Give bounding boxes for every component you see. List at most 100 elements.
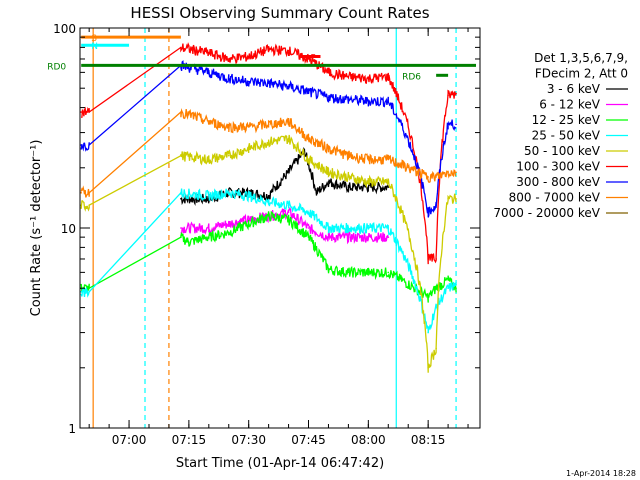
series-6-point-5 <box>247 80 250 83</box>
series-4 <box>80 134 457 373</box>
series-line-1 <box>180 207 389 245</box>
series-3-point-10 <box>347 227 350 229</box>
series-line-4 <box>80 134 457 373</box>
x-tick-label-5: 08:15 <box>411 433 446 447</box>
series-5-point-7 <box>287 49 290 52</box>
series-5-point-0 <box>80 111 82 113</box>
series-7-point-1 <box>88 191 90 194</box>
series-1-point-1 <box>208 227 210 229</box>
series-4-point-2 <box>180 154 182 157</box>
series-2 <box>80 210 457 303</box>
series-0-point-9 <box>347 186 350 188</box>
series-1-point-10 <box>387 236 390 238</box>
legend-label-3: 25 - 50 keV <box>532 129 601 143</box>
x-axis-label: Start Time (01-Apr-14 06:47:42) <box>176 456 384 471</box>
series-4-point-9 <box>327 171 330 174</box>
series-7-point-14 <box>435 176 437 178</box>
legend-label-2: 12 - 25 keV <box>532 113 601 127</box>
legend-header-1: FDecim 2, Att 0 <box>535 67 628 81</box>
series-5-point-9 <box>327 71 330 74</box>
series-4-point-11 <box>367 181 370 183</box>
series-2-point-2 <box>180 236 182 238</box>
axes: 07:00 07:15 07:30 07:45 08:00 08:15 1 10 100 <box>53 22 481 447</box>
series-1-point-0 <box>180 227 182 229</box>
series-0-point-5 <box>287 171 290 174</box>
y-tick-label-2: 100 <box>53 22 76 36</box>
series-6-point-10 <box>347 98 350 101</box>
series-6-point-6 <box>267 82 270 84</box>
series-line-2 <box>80 210 457 303</box>
legend-label-7: 800 - 7000 keV <box>509 191 601 205</box>
series-4-point-8 <box>307 158 310 161</box>
x-tick-label-2: 07:30 <box>231 433 266 447</box>
series-5-point-6 <box>267 48 270 51</box>
series-0-point-7 <box>315 191 318 194</box>
legend-label-6: 300 - 800 keV <box>516 175 600 189</box>
series-5-point-10 <box>347 76 350 78</box>
x-tick-label-3: 07:45 <box>291 433 326 447</box>
series-3-point-5 <box>247 194 250 197</box>
series-3-point-4 <box>227 191 230 194</box>
series-3-point-15 <box>447 287 449 290</box>
x-tick-label-4: 08:00 <box>351 433 386 447</box>
series-7-point-12 <box>387 158 390 161</box>
series-3 <box>80 188 457 334</box>
series-2-point-13 <box>387 271 390 274</box>
series-3-point-16 <box>455 283 457 286</box>
series-4-point-13 <box>427 366 429 369</box>
series-3-point-8 <box>307 211 310 213</box>
x-tick-label-0: 07:00 <box>112 433 147 447</box>
series-4-point-5 <box>247 147 250 150</box>
series-1-point-2 <box>227 222 230 225</box>
series-6 <box>80 60 457 218</box>
series-4-point-10 <box>347 176 350 178</box>
series-4-point-16 <box>455 197 457 200</box>
series-7-point-7 <box>287 120 290 123</box>
series-2-point-15 <box>435 287 437 290</box>
series-0-point-11 <box>387 186 390 188</box>
series-5-point-11 <box>367 77 370 80</box>
y-tick-label-1: 10 <box>61 222 76 236</box>
series-7-point-16 <box>455 171 457 174</box>
series-6-point-7 <box>287 85 290 88</box>
series-6-point-0 <box>80 144 82 146</box>
series-7-point-9 <box>327 147 330 150</box>
series-6-point-11 <box>367 100 370 103</box>
series-3-point-2 <box>180 191 182 194</box>
series-2-point-12 <box>367 271 370 274</box>
series-4-point-3 <box>208 158 210 161</box>
series-7-point-2 <box>180 111 182 113</box>
series-2-point-17 <box>455 287 457 290</box>
series-6-point-16 <box>455 123 457 126</box>
series-0-point-0 <box>180 197 182 200</box>
series-5-point-14 <box>435 258 437 260</box>
series-5-point-1 <box>88 111 90 113</box>
series-6-point-4 <box>227 77 230 80</box>
series-1-point-8 <box>347 236 350 238</box>
legend-label-5: 100 - 300 keV <box>516 160 600 174</box>
series-5-point-5 <box>247 55 250 58</box>
series-7-point-10 <box>347 154 350 157</box>
series-2-point-8 <box>287 218 290 221</box>
series-3-point-14 <box>435 306 437 309</box>
state-bar-label-3: RD0 <box>47 62 66 72</box>
x-tick-label-1: 07:15 <box>172 433 207 447</box>
series-6-point-14 <box>435 204 437 207</box>
legend-label-0: 3 - 6 keV <box>547 82 601 96</box>
state-bar-label-0: S <box>91 34 97 44</box>
series-5-point-15 <box>447 94 449 97</box>
series-3-point-11 <box>367 227 370 229</box>
series-0-point-10 <box>367 186 370 188</box>
series-0-point-4 <box>267 194 270 197</box>
series-7-point-5 <box>247 126 250 128</box>
state-bar-label-1: N <box>91 42 98 52</box>
series-5-point-4 <box>227 58 230 60</box>
state-bar-label-2: P <box>311 54 317 64</box>
series-3-point-13 <box>427 331 429 334</box>
series-2-point-1 <box>88 287 90 290</box>
series-5-point-8 <box>307 58 310 60</box>
series-4-point-12 <box>387 181 390 183</box>
series-1-point-7 <box>327 236 330 238</box>
series-1-point-9 <box>367 236 370 238</box>
series-4-point-7 <box>287 137 290 140</box>
